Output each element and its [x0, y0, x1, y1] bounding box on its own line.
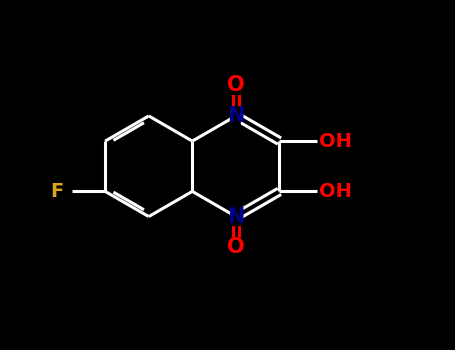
Text: N: N: [227, 206, 245, 226]
Text: N: N: [227, 106, 245, 126]
FancyBboxPatch shape: [231, 238, 241, 257]
Text: OH: OH: [318, 132, 351, 150]
FancyBboxPatch shape: [231, 207, 241, 226]
Text: OH: OH: [318, 182, 351, 201]
Text: F: F: [51, 182, 64, 201]
FancyBboxPatch shape: [324, 182, 346, 201]
Text: O: O: [227, 75, 245, 95]
FancyBboxPatch shape: [231, 106, 241, 126]
FancyBboxPatch shape: [324, 132, 346, 151]
Text: O: O: [227, 237, 245, 257]
FancyBboxPatch shape: [231, 76, 241, 95]
FancyBboxPatch shape: [52, 182, 62, 201]
